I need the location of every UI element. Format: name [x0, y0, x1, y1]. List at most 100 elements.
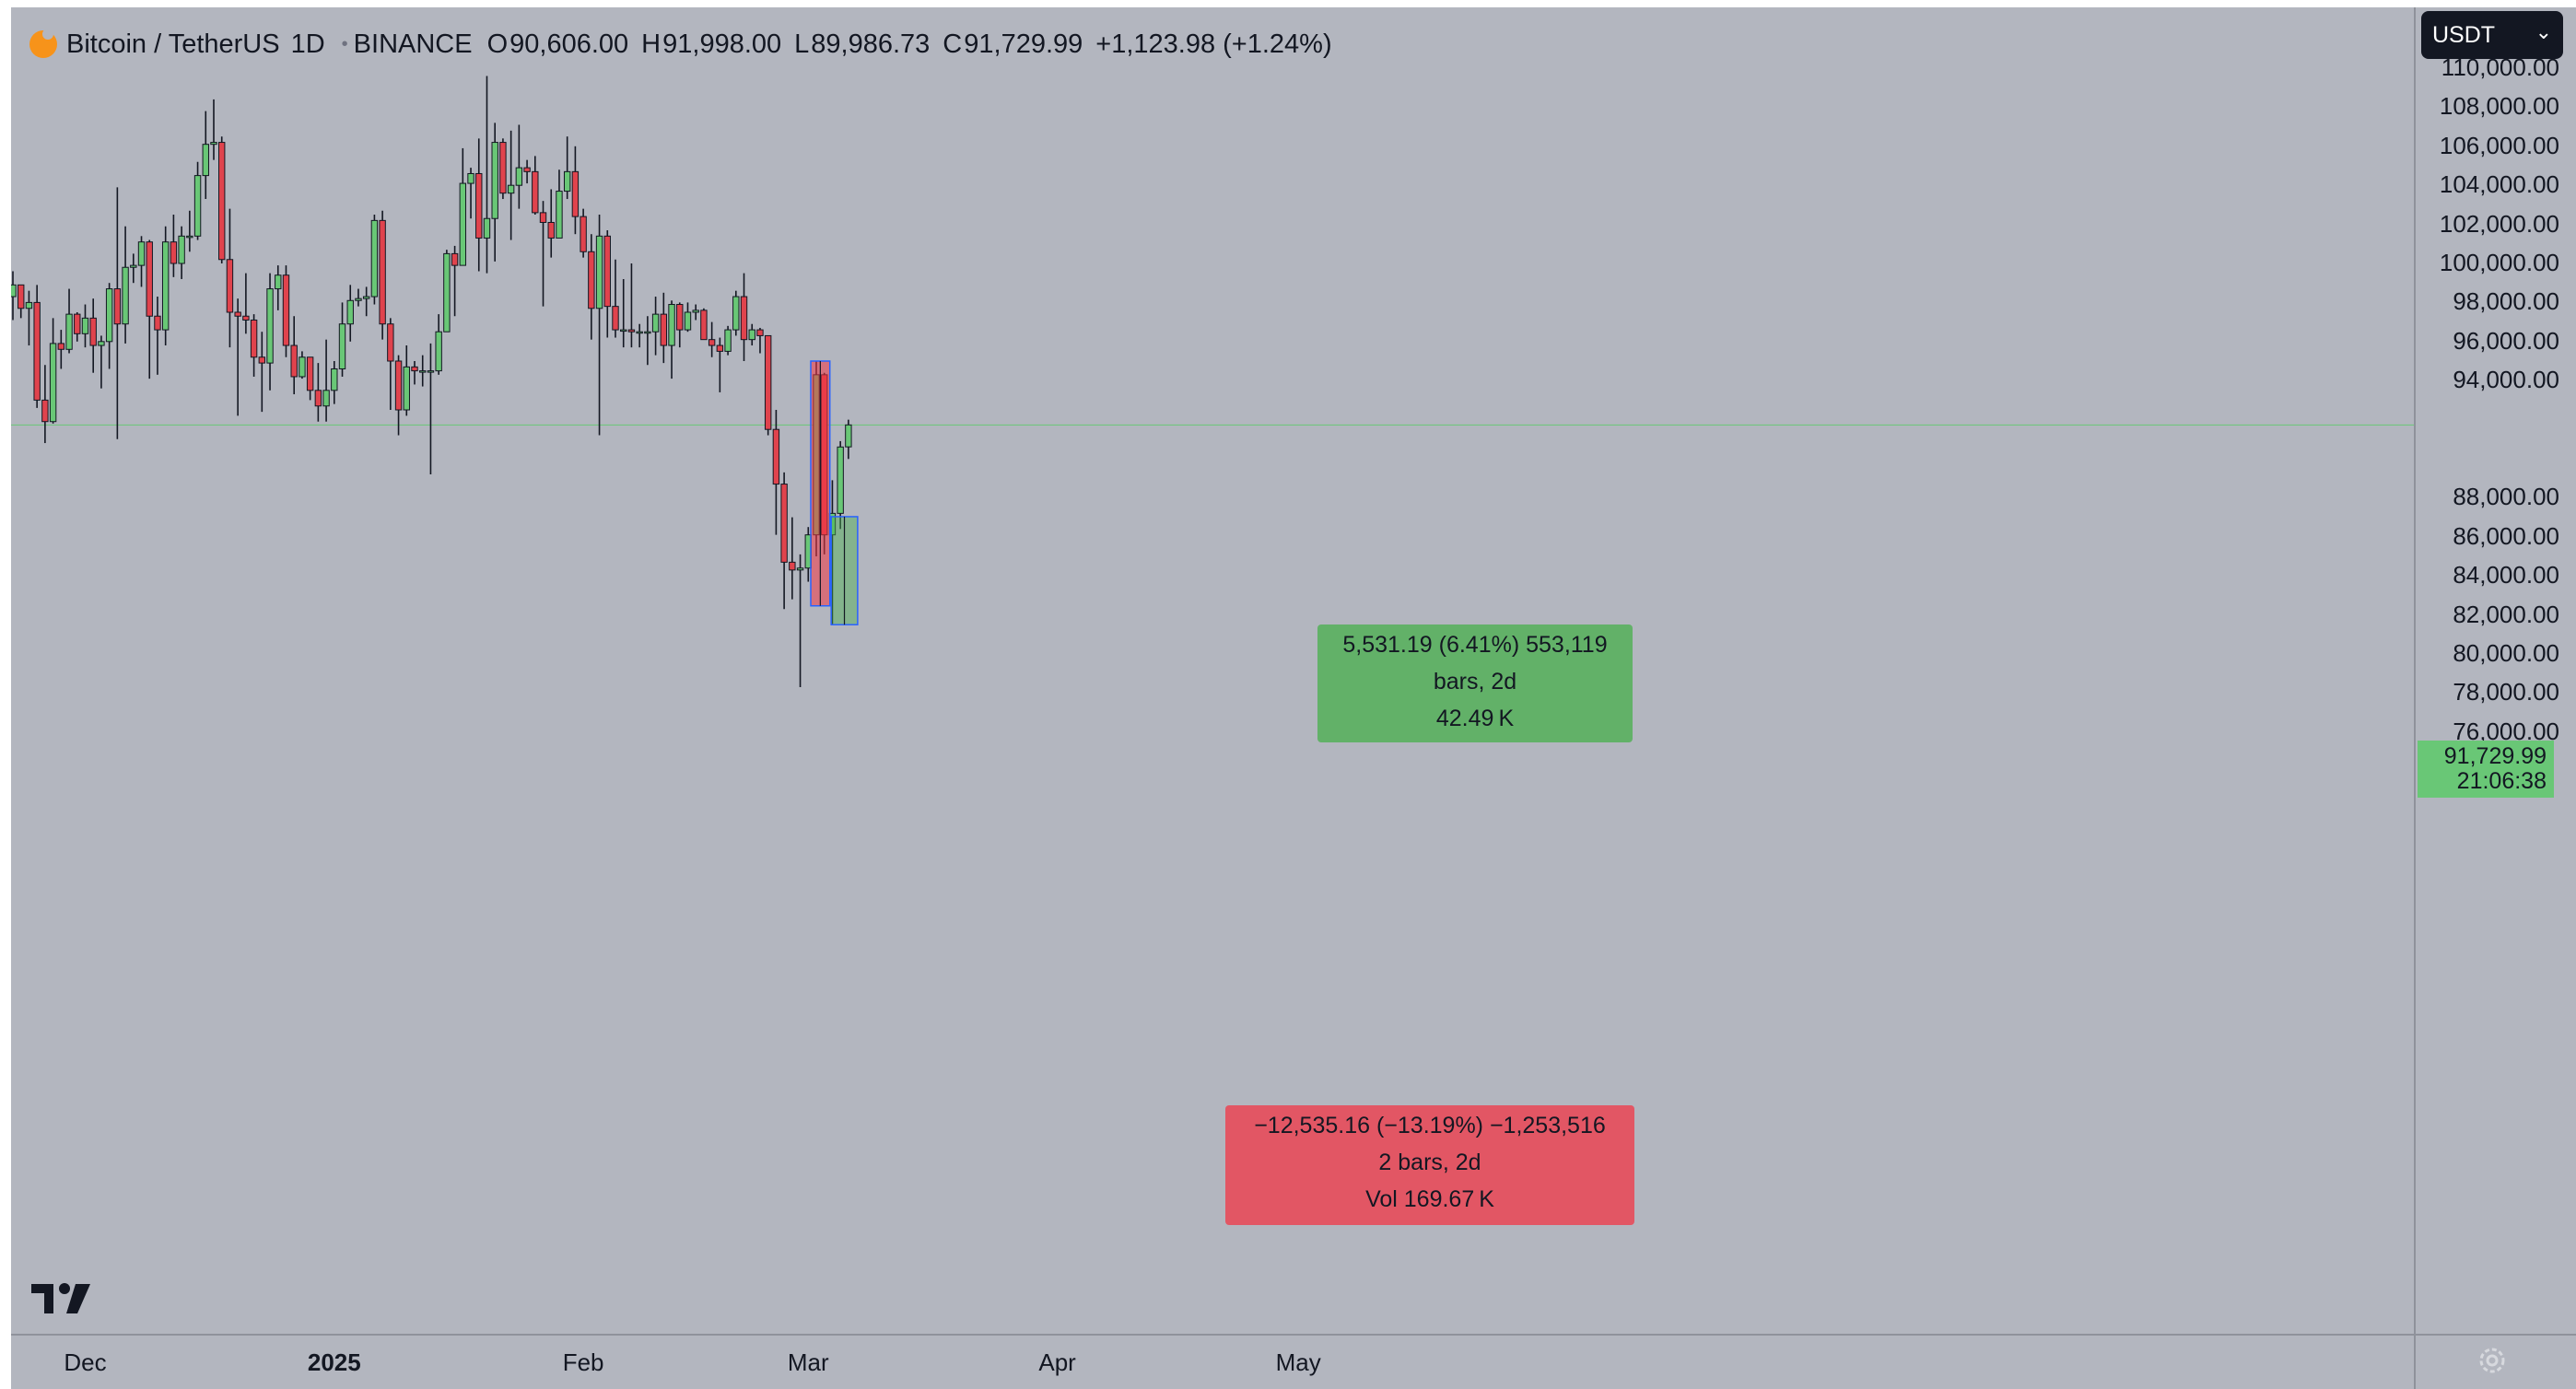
- candle-body: [419, 370, 427, 373]
- tradingview-logo-icon[interactable]: [29, 1280, 96, 1317]
- candle-body: [161, 241, 170, 331]
- candle-body: [331, 368, 338, 391]
- symbol-name[interactable]: Bitcoin / TetherUS: [66, 29, 280, 59]
- candlestick-plot[interactable]: [11, 7, 2414, 1334]
- candle-body: [258, 356, 266, 364]
- candle-body: [716, 344, 724, 352]
- price-tick-label: 102,000.00: [2439, 209, 2559, 238]
- candle-body: [523, 167, 531, 172]
- last-price-label: 91,729.99 21:06:38: [2418, 741, 2554, 798]
- candle-body: [451, 252, 459, 266]
- candle-body: [435, 331, 442, 372]
- candle-body: [89, 317, 97, 346]
- candle-body: [772, 428, 780, 485]
- candle-body: [708, 339, 716, 346]
- candle-body: [137, 241, 146, 266]
- price-tick-label: 86,000.00: [2453, 521, 2559, 550]
- candle-body: [547, 221, 555, 239]
- measure-down-line1: −12,535.16 (−13.19%) −1,253,516: [1254, 1113, 1606, 1138]
- time-tick-label: Dec: [64, 1348, 107, 1376]
- price-tick-label: 78,000.00: [2453, 678, 2559, 706]
- price-tick-label: 94,000.00: [2453, 366, 2559, 394]
- candle-body: [290, 344, 298, 378]
- candle-body: [507, 184, 515, 194]
- change-value: +1,123.98 (+1.24%): [1095, 29, 1332, 59]
- candle-body: [499, 142, 507, 194]
- open-value: 90,606.00: [509, 29, 629, 59]
- time-axis[interactable]: Dec 2025 Feb Mar Apr May: [11, 1334, 2414, 1389]
- candle-body: [65, 313, 73, 350]
- candle-body: [483, 217, 491, 239]
- candle-body: [57, 343, 65, 350]
- candle-body: [170, 241, 178, 264]
- candle-body: [700, 309, 708, 341]
- price-tick-label: 98,000.00: [2453, 287, 2559, 316]
- measure-up-line1: 5,531.19 (6.41%) 553,119: [1342, 632, 1608, 658]
- candle-body: [532, 170, 539, 214]
- candle-body: [668, 304, 675, 346]
- candle-body: [443, 252, 451, 333]
- price-tick-label: 106,000.00: [2439, 131, 2559, 159]
- open-key: O: [486, 29, 509, 59]
- high-value: 91,998.00: [662, 29, 782, 59]
- time-tick-label: 2025: [307, 1348, 361, 1376]
- candle-body: [266, 288, 274, 364]
- chart-pane[interactable]: Bitcoin / TetherUS 1D • BINANCE O90,606.…: [11, 7, 2414, 1334]
- separator-dot: •: [341, 33, 348, 54]
- measure-down-line3: Vol 169.67 K: [1365, 1186, 1494, 1212]
- measure-down-label[interactable]: −12,535.16 (−13.19%) −1,253,516 2 bars, …: [1225, 1105, 1634, 1225]
- price-tick-label: 84,000.00: [2453, 561, 2559, 589]
- axis-corner: [2414, 1334, 2576, 1389]
- candle-body: [210, 142, 217, 146]
- candle-body: [724, 329, 732, 352]
- candle-body: [362, 296, 370, 299]
- candle-body: [314, 390, 322, 407]
- price-tick-label: 82,000.00: [2453, 600, 2559, 628]
- candle-body: [660, 313, 668, 346]
- candle-body: [845, 424, 852, 448]
- candle-body: [113, 288, 122, 325]
- settings-icon[interactable]: [2476, 1345, 2508, 1376]
- price-tick-label: 108,000.00: [2439, 92, 2559, 121]
- candle-body: [146, 241, 153, 317]
- time-tick-label: Apr: [1038, 1348, 1076, 1376]
- time-tick-label: May: [1275, 1348, 1321, 1376]
- candle-body: [756, 329, 764, 336]
- low-value: 89,986.73: [811, 29, 931, 59]
- price-tick-label: 80,000.00: [2453, 639, 2559, 667]
- candle-body: [370, 219, 379, 298]
- price-tick-label: 100,000.00: [2439, 249, 2559, 276]
- measure-up-label[interactable]: 5,531.19 (6.41%) 553,119 bars, 2d 42.49 …: [1317, 624, 1633, 742]
- candle-body: [178, 235, 185, 264]
- currency-button[interactable]: USDT ⌄: [2421, 11, 2563, 59]
- candle-body: [475, 172, 483, 239]
- candle-body: [282, 274, 290, 346]
- interval-label[interactable]: 1D: [290, 29, 325, 59]
- candle-body: [18, 284, 25, 309]
- exchange-label: BINANCE: [353, 29, 473, 59]
- candle-body: [563, 170, 571, 193]
- candle-body: [226, 259, 234, 313]
- candle-body: [627, 329, 636, 333]
- candle-body: [11, 284, 17, 298]
- time-tick-label: Feb: [562, 1348, 604, 1376]
- candle-body: [676, 304, 684, 331]
- candle-body: [105, 288, 113, 343]
- candle-body: [234, 311, 241, 317]
- candle-body: [25, 301, 33, 309]
- candle-body: [740, 296, 748, 341]
- candle-body: [355, 298, 362, 301]
- candle-body: [789, 561, 796, 571]
- candle-body: [387, 323, 394, 362]
- candle-body: [467, 172, 474, 184]
- candle-body: [338, 323, 346, 369]
- candle-body: [74, 313, 81, 334]
- bar-countdown: 21:06:38: [2456, 768, 2547, 794]
- candle-body: [379, 219, 386, 325]
- price-axis[interactable]: 110,000.00 108,000.00 106,000.00 104,000.00…: [2414, 7, 2576, 1334]
- candle-body: [732, 296, 740, 331]
- candle-body: [603, 235, 611, 308]
- candle-body: [122, 266, 129, 325]
- high-key: H: [641, 29, 662, 59]
- candle-body: [539, 212, 547, 223]
